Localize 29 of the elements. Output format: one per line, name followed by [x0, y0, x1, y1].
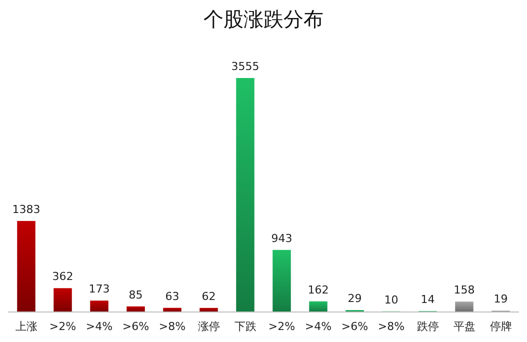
- data-label: 29: [348, 292, 362, 306]
- data-label: 3555: [231, 60, 260, 73]
- x-tick-label: >6%: [341, 320, 368, 333]
- x-tick-label: >4%: [304, 320, 332, 333]
- data-label: 10: [384, 293, 398, 306]
- data-label: 173: [88, 282, 110, 296]
- x-tick-label: 停牌: [490, 320, 512, 333]
- x-tick-label: 平盘: [453, 320, 476, 333]
- x-tick-label: 涨停: [198, 320, 220, 333]
- x-tick-label: >2%: [49, 320, 76, 333]
- x-tick-label: 下跌: [234, 320, 256, 333]
- x-tick-label: >2%: [268, 320, 296, 333]
- x-tick-label: 跌停: [416, 320, 439, 333]
- data-label: 943: [271, 232, 292, 245]
- x-tick-label: >8%: [378, 320, 405, 333]
- data-label: 162: [308, 283, 329, 296]
- x-tick-label: 上涨: [15, 320, 38, 333]
- data-label: 158: [454, 284, 475, 297]
- chart-title: 个股涨跌分布: [204, 7, 324, 31]
- data-label: 1383: [12, 202, 40, 216]
- data-label: 14: [420, 293, 435, 306]
- x-tick-label: >6%: [122, 320, 150, 333]
- x-tick-label: >8%: [158, 320, 186, 333]
- data-label: 362: [52, 270, 74, 284]
- data-label: 62: [202, 290, 216, 303]
- data-label: 19: [494, 292, 508, 306]
- data-label: 63: [165, 290, 180, 303]
- x-tick-label: >4%: [86, 320, 113, 333]
- data-label: 85: [128, 288, 143, 302]
